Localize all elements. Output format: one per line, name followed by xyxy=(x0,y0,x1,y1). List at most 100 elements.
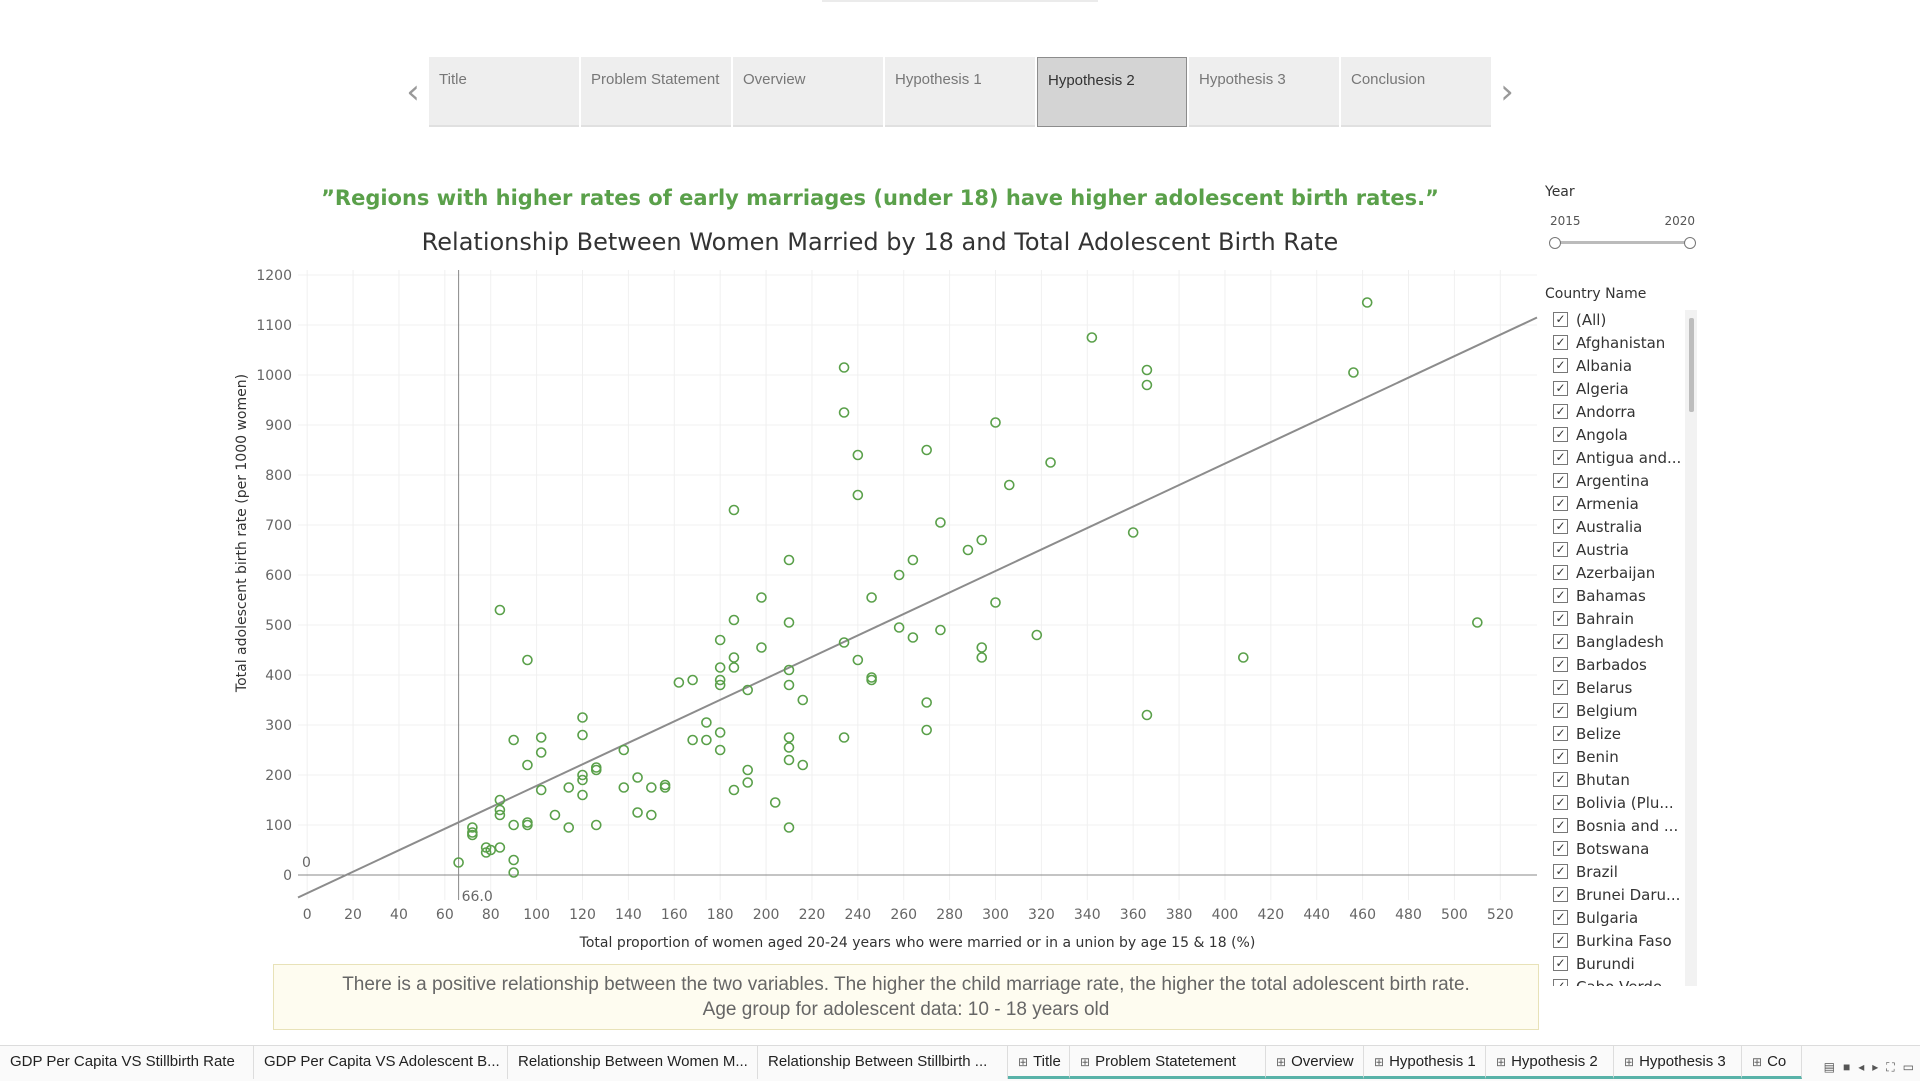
country-option[interactable]: ✓ Bulgaria xyxy=(1545,906,1697,929)
year-range-slider[interactable]: 2015 2020 xyxy=(1545,190,1697,250)
story-tab-hypothesis-2[interactable]: Hypothesis 2 xyxy=(1037,57,1187,127)
y-tick-label: 500 xyxy=(265,618,292,634)
country-option[interactable]: ✓ Angola xyxy=(1545,423,1697,446)
country-option[interactable]: ✓ Andorra xyxy=(1545,400,1697,423)
scroll-tabs-left-icon[interactable]: ◂ xyxy=(1858,1060,1865,1074)
story-tab-overview[interactable]: Overview xyxy=(733,57,883,127)
country-option[interactable]: ✓ Bahamas xyxy=(1545,584,1697,607)
checkbox-checked-icon[interactable]: ✓ xyxy=(1553,519,1568,534)
story-sheet-tab[interactable]: ⊞ Hypothesis 2 xyxy=(1486,1046,1614,1079)
country-option[interactable]: ✓ Bhutan xyxy=(1545,768,1697,791)
country-option[interactable]: ✓ Burkina Faso xyxy=(1545,929,1697,952)
country-option[interactable]: ✓ Botswana xyxy=(1545,837,1697,860)
checkbox-checked-icon[interactable]: ✓ xyxy=(1553,864,1568,879)
checkbox-checked-icon[interactable]: ✓ xyxy=(1553,427,1568,442)
country-option[interactable]: ✓ Algeria xyxy=(1545,377,1697,400)
checkbox-checked-icon[interactable]: ✓ xyxy=(1553,841,1568,856)
country-option[interactable]: ✓ Benin xyxy=(1545,745,1697,768)
scroll-tabs-right-icon[interactable]: ▸ xyxy=(1872,1060,1879,1074)
worksheet-tab[interactable]: Relationship Between Women M... xyxy=(508,1046,758,1079)
data-point xyxy=(838,407,850,418)
country-option[interactable]: ✓ Brazil xyxy=(1545,860,1697,883)
year-slider-max-handle[interactable] xyxy=(1684,237,1696,249)
year-slider-min-handle[interactable] xyxy=(1549,237,1561,249)
story-tab-title[interactable]: Title xyxy=(429,57,579,127)
country-option[interactable]: ✓ Armenia xyxy=(1545,492,1697,515)
show-filmstrip-icon[interactable]: ▤ xyxy=(1823,1060,1835,1074)
data-point xyxy=(494,804,506,816)
next-story-point-icon[interactable]: › xyxy=(1500,72,1514,112)
checkbox-checked-icon[interactable]: ✓ xyxy=(1553,542,1568,557)
story-sheet-tab[interactable]: ⊞ Problem Statetement xyxy=(1070,1046,1266,1079)
country-list-scrollbar[interactable] xyxy=(1685,310,1697,986)
checkbox-checked-icon[interactable]: ✓ xyxy=(1553,795,1568,810)
story-icon: ⊞ xyxy=(1018,1055,1029,1069)
checkbox-checked-icon[interactable]: ✓ xyxy=(1553,979,1568,986)
worksheet-tab[interactable]: GDP Per Capita VS Stillbirth Rate xyxy=(0,1046,254,1079)
x-tick-label: 60 xyxy=(436,907,454,923)
checkbox-checked-icon[interactable]: ✓ xyxy=(1553,381,1568,396)
checkbox-checked-icon[interactable]: ✓ xyxy=(1553,910,1568,925)
story-sheet-tab[interactable]: ⊞ Hypothesis 1 xyxy=(1364,1046,1486,1079)
checkbox-checked-icon[interactable]: ✓ xyxy=(1553,473,1568,488)
checkbox-checked-icon[interactable]: ✓ xyxy=(1553,956,1568,971)
country-option[interactable]: ✓ Austria xyxy=(1545,538,1697,561)
checkbox-checked-icon[interactable]: ✓ xyxy=(1553,634,1568,649)
country-option[interactable]: ✓ Bahrain xyxy=(1545,607,1697,630)
story-sheet-tab[interactable]: ⊞ Hypothesis 3 xyxy=(1614,1046,1742,1079)
show-tabs-icon[interactable]: ■ xyxy=(1842,1060,1851,1074)
checkbox-checked-icon[interactable]: ✓ xyxy=(1553,680,1568,695)
checkbox-checked-icon[interactable]: ✓ xyxy=(1553,749,1568,764)
presentation-icon[interactable]: ▭ xyxy=(1902,1060,1914,1074)
checkbox-checked-icon[interactable]: ✓ xyxy=(1553,611,1568,626)
trend-line xyxy=(297,316,1538,899)
checkbox-checked-icon[interactable]: ✓ xyxy=(1553,657,1568,672)
checkbox-checked-icon[interactable]: ✓ xyxy=(1553,818,1568,833)
story-sheet-tab[interactable]: ⊞ Co xyxy=(1742,1046,1802,1079)
country-option[interactable]: ✓ Antigua and... xyxy=(1545,446,1697,469)
country-option[interactable]: ✓ Belgium xyxy=(1545,699,1697,722)
country-option[interactable]: ✓ Burundi xyxy=(1545,952,1697,975)
worksheet-tab[interactable]: GDP Per Capita VS Adolescent B... xyxy=(254,1046,508,1079)
country-option[interactable]: ✓ Brunei Daru... xyxy=(1545,883,1697,906)
country-option[interactable]: ✓ Bolivia (Plu... xyxy=(1545,791,1697,814)
checkbox-checked-icon[interactable]: ✓ xyxy=(1553,565,1568,580)
checkbox-checked-icon[interactable]: ✓ xyxy=(1553,358,1568,373)
story-tab-hypothesis-1[interactable]: Hypothesis 1 xyxy=(885,57,1035,127)
country-option[interactable]: ✓ Belarus xyxy=(1545,676,1697,699)
checkbox-checked-icon[interactable]: ✓ xyxy=(1553,496,1568,511)
fullscreen-icon[interactable]: ⛶ xyxy=(1886,1060,1895,1074)
story-sheet-tab[interactable]: ⊞ Title xyxy=(1008,1046,1070,1079)
checkbox-checked-icon[interactable]: ✓ xyxy=(1553,703,1568,718)
data-point xyxy=(494,809,506,821)
worksheet-tab[interactable]: Relationship Between Stillbirth ... xyxy=(758,1046,1008,1079)
checkbox-checked-icon[interactable]: ✓ xyxy=(1553,312,1568,327)
story-tab-hypothesis-3[interactable]: Hypothesis 3 xyxy=(1189,57,1339,127)
country-option[interactable]: ✓ Cabo Verde xyxy=(1545,975,1697,986)
country-option[interactable]: ✓ (All) xyxy=(1545,308,1697,331)
country-option[interactable]: ✓ Azerbaijan xyxy=(1545,561,1697,584)
story-tab-conclusion[interactable]: Conclusion xyxy=(1341,57,1491,127)
checkbox-checked-icon[interactable]: ✓ xyxy=(1553,772,1568,787)
checkbox-checked-icon[interactable]: ✓ xyxy=(1553,404,1568,419)
previous-story-point-icon[interactable]: ‹ xyxy=(406,72,420,112)
year-slider-track[interactable] xyxy=(1553,241,1693,244)
country-option[interactable]: ✓ Bosnia and ... xyxy=(1545,814,1697,837)
checkbox-checked-icon[interactable]: ✓ xyxy=(1553,887,1568,902)
story-sheet-tab[interactable]: ⊞ Overview xyxy=(1266,1046,1364,1079)
country-option[interactable]: ✓ Barbados xyxy=(1545,653,1697,676)
checkbox-checked-icon[interactable]: ✓ xyxy=(1553,335,1568,350)
country-option[interactable]: ✓ Bangladesh xyxy=(1545,630,1697,653)
country-option[interactable]: ✓ Australia xyxy=(1545,515,1697,538)
country-option[interactable]: ✓ Belize xyxy=(1545,722,1697,745)
checkbox-checked-icon[interactable]: ✓ xyxy=(1553,726,1568,741)
sheet-tab-label: Relationship Between Stillbirth ... xyxy=(768,1053,988,1070)
checkbox-checked-icon[interactable]: ✓ xyxy=(1553,450,1568,465)
story-tab-problem-statement[interactable]: Problem Statement xyxy=(581,57,731,127)
country-option[interactable]: ✓ Argentina xyxy=(1545,469,1697,492)
checkbox-checked-icon[interactable]: ✓ xyxy=(1553,933,1568,948)
country-option[interactable]: ✓ Albania xyxy=(1545,354,1697,377)
country-list-scroll-thumb[interactable] xyxy=(1689,318,1694,412)
country-option[interactable]: ✓ Afghanistan xyxy=(1545,331,1697,354)
checkbox-checked-icon[interactable]: ✓ xyxy=(1553,588,1568,603)
